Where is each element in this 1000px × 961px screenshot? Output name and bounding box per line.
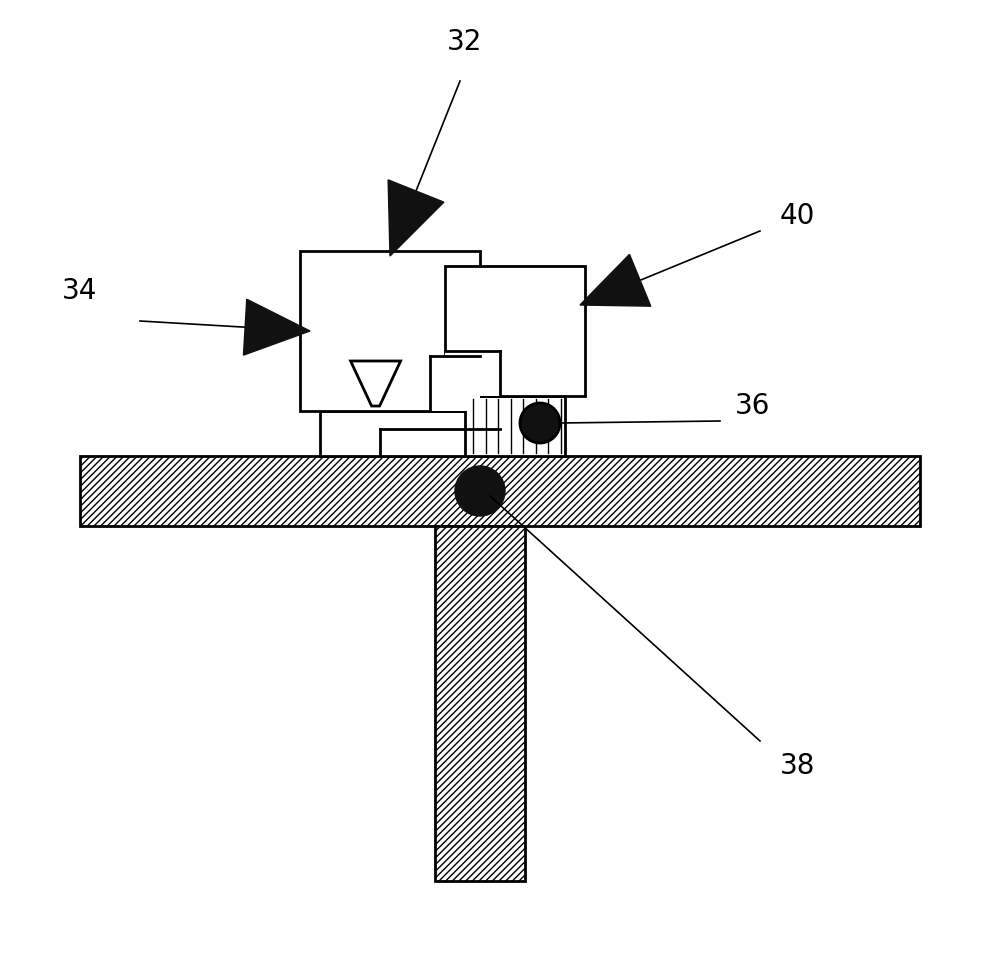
Bar (300, 251, 480, 411)
Text: 40: 40 (780, 202, 815, 230)
Text: 36: 36 (735, 392, 770, 420)
Bar (435, 526, 525, 881)
Text: 32: 32 (447, 28, 483, 56)
Bar (465, 396, 565, 456)
Circle shape (520, 403, 560, 443)
Bar (430, 356, 480, 411)
Polygon shape (580, 255, 651, 307)
Bar (320, 411, 500, 456)
Polygon shape (388, 180, 444, 256)
Polygon shape (243, 299, 310, 356)
Bar (445, 351, 500, 396)
Text: 34: 34 (62, 277, 98, 305)
Bar (80, 456, 920, 526)
Circle shape (455, 466, 505, 516)
Text: 38: 38 (780, 752, 815, 780)
Polygon shape (351, 361, 401, 406)
Bar (445, 266, 585, 396)
